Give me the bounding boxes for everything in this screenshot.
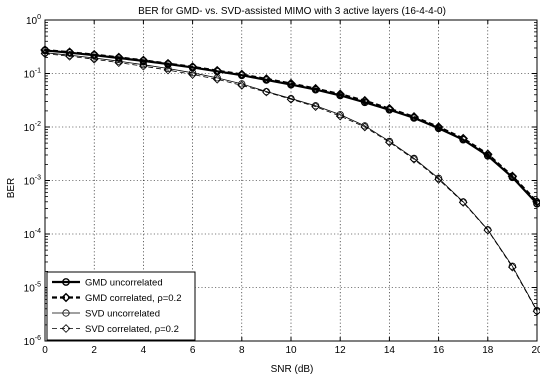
data-point — [163, 65, 173, 75]
legend-marker — [62, 309, 70, 317]
x-tick-label: 4 — [141, 345, 147, 356]
legend-item: SVD correlated, ρ=0.2 — [52, 324, 179, 335]
data-point — [213, 74, 221, 82]
data-point — [335, 89, 345, 100]
data-point — [508, 262, 517, 272]
data-point — [164, 64, 172, 73]
data-point — [483, 149, 493, 160]
data-point — [434, 175, 443, 184]
data-point — [262, 87, 271, 97]
series-2 — [40, 45, 540, 207]
x-tick-label: 14 — [384, 345, 396, 356]
data-point — [286, 78, 296, 89]
data-point — [433, 122, 444, 132]
data-point — [89, 54, 99, 64]
x-axis-label: SNR (dB) — [271, 364, 314, 375]
data-point — [360, 122, 370, 132]
y-axis-label: BER — [6, 178, 17, 199]
x-tick-label: 10 — [285, 345, 297, 356]
data-point — [261, 74, 272, 84]
y-tick-label: 10-5 — [24, 282, 41, 295]
y-tick-label: 10-1 — [24, 68, 41, 81]
data-point — [385, 137, 394, 147]
x-tick-label: 16 — [433, 345, 445, 356]
data-point — [409, 112, 419, 122]
data-point — [212, 74, 222, 84]
x-tick-label: 12 — [335, 345, 347, 356]
legend-marker — [61, 324, 71, 333]
data-point — [65, 51, 74, 61]
legend-item: SVD uncorrelated — [52, 309, 160, 320]
data-point — [286, 94, 296, 104]
data-point — [188, 70, 197, 79]
legend-item: GMD uncorrelated — [52, 278, 163, 289]
y-tick-label: 10-4 — [24, 228, 41, 241]
x-tick-label: 20 — [531, 345, 540, 356]
legend-label: GMD correlated, ρ=0.2 — [85, 293, 181, 304]
x-tick-label: 2 — [91, 345, 97, 356]
chart-title: BER for GMD- vs. SVD-assisted MIMO with … — [138, 6, 446, 17]
data-point — [89, 49, 99, 60]
data-point — [163, 58, 173, 69]
series-line — [44, 48, 538, 203]
legend: GMD uncorrelated GMD correlated, ρ=0.2 SVD… — [46, 271, 196, 341]
series-line — [44, 52, 538, 311]
x-tick-label: 6 — [190, 345, 196, 356]
y-tick-label: 100 — [26, 14, 41, 27]
legend-marker — [62, 278, 70, 286]
series-line — [44, 53, 538, 312]
data-point — [384, 103, 395, 114]
data-point — [189, 69, 197, 77]
legend-label: SVD uncorrelated — [85, 309, 160, 320]
data-point — [90, 54, 98, 62]
data-point — [335, 111, 345, 121]
y-tick-label: 10-6 — [24, 335, 41, 348]
data-point — [310, 83, 321, 94]
legend-label: GMD uncorrelated — [85, 278, 163, 289]
legend-marker — [61, 292, 71, 303]
legend-item: GMD correlated, ρ=0.2 — [52, 292, 181, 304]
x-tick-label: 8 — [239, 345, 245, 356]
series-4 — [40, 49, 540, 316]
data-point — [237, 69, 247, 80]
data-point — [483, 225, 493, 235]
data-point — [114, 58, 124, 67]
data-point — [409, 154, 419, 164]
data-point — [139, 61, 148, 71]
data-point — [139, 61, 147, 69]
data-point — [458, 133, 468, 144]
legend-label: SVD correlated, ρ=0.2 — [85, 324, 179, 335]
data-point — [138, 55, 149, 66]
data-point — [115, 57, 123, 65]
data-point — [458, 198, 468, 207]
y-tick-label: 10-3 — [24, 175, 41, 188]
data-point — [507, 171, 518, 182]
data-point — [311, 102, 320, 112]
data-point — [360, 95, 370, 106]
data-point — [238, 80, 246, 88]
data-point — [237, 81, 247, 90]
y-tick-label: 10-2 — [24, 121, 41, 134]
x-tick-label: 18 — [482, 345, 494, 356]
x-tick-label: 0 — [42, 345, 48, 356]
